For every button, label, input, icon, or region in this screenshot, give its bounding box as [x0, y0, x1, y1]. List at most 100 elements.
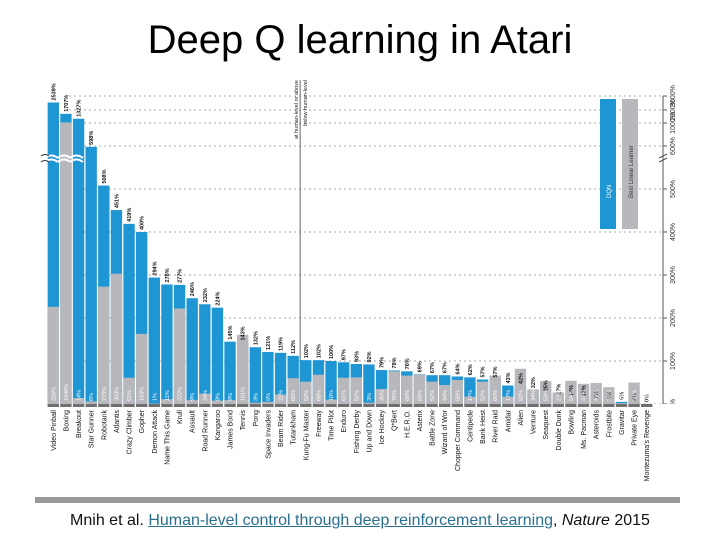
dqn-value-label: 143%: [241, 326, 247, 340]
bar-floor: [388, 404, 400, 407]
linear-value-label: 82%: [518, 390, 524, 401]
category-label: Seaquest: [543, 410, 550, 440]
bar-floor: [199, 404, 211, 407]
linear-bar: [274, 394, 287, 404]
bar-floor: [110, 404, 123, 407]
bar-floor: [502, 404, 514, 407]
bar-floor: [363, 404, 375, 407]
linear-bar: [527, 389, 539, 404]
bar-floor: [325, 404, 337, 407]
dqn-bar: [148, 277, 160, 404]
linear-value-label: 2%: [619, 393, 625, 401]
linear-value-label: 66%: [405, 390, 411, 401]
dqn-value-label: 278%: [165, 268, 171, 282]
bar-floor: [628, 404, 640, 407]
linear-value-label: 3%: [253, 393, 259, 401]
bar-floor: [540, 404, 552, 407]
linear-value-label: 273%: [102, 387, 108, 401]
dqn-bar: [464, 377, 476, 404]
category-label: Krull: [177, 410, 184, 424]
dqn-value-label: 598%: [89, 131, 95, 145]
bottom-strip: [35, 497, 680, 503]
dqn-bar: [136, 232, 148, 404]
bar-floor: [312, 404, 325, 407]
linear-bar: [312, 374, 325, 404]
linear-value-label: 1%: [152, 393, 158, 401]
bar-floor: [527, 404, 539, 407]
bar-floor: [249, 404, 261, 407]
category-label: Pong: [253, 410, 260, 426]
category-label: Boxing: [63, 410, 70, 432]
category-label: Breakout: [76, 410, 83, 438]
bar-floor: [98, 404, 110, 407]
category-label: Robotank: [101, 410, 108, 440]
linear-value-label: 34%: [531, 390, 537, 401]
linear-bar: [502, 396, 514, 404]
linear-bar: [211, 400, 224, 404]
linear-value-label: 8%: [215, 393, 221, 401]
linear-value-label: 76%: [392, 390, 398, 401]
threshold-label-above: at human-level or above: [294, 80, 300, 139]
linear-bar: [249, 402, 261, 404]
linear-value-label: 27%: [556, 390, 562, 401]
dqn-value-label: 145%: [228, 325, 234, 339]
linear-bar: [60, 122, 72, 404]
category-label: Private Eye: [632, 410, 639, 446]
bar-floor: [47, 404, 59, 407]
dqn-value-label: 400%: [140, 216, 146, 230]
bar-floor: [439, 404, 451, 407]
category-label: Kung-Fu Master: [303, 409, 310, 460]
bar-floor: [274, 404, 287, 407]
bar-break-mark: [44, 154, 59, 163]
category-label: Crazy Climber: [127, 409, 134, 454]
dqn-value-label: 6%: [607, 391, 613, 399]
bar-floor: [287, 404, 299, 407]
bar-floor: [123, 404, 135, 407]
linear-bar: [98, 286, 110, 404]
dqn-bar: [502, 385, 514, 404]
dqn-bar: [199, 304, 211, 404]
paper-link[interactable]: Human-level control through deep reinfor…: [148, 512, 553, 529]
value-axis-tick-label: 3000%: [670, 85, 677, 107]
dqn-value-label: 232%: [203, 288, 209, 302]
bar-floor: [464, 404, 476, 407]
linear-value-label: 68%: [417, 390, 423, 401]
category-label: Kangaroo: [215, 410, 222, 440]
category-label: Road Runner: [202, 409, 209, 451]
dqn-value-label: 13%: [582, 385, 588, 396]
linear-bar: [514, 368, 527, 404]
linear-bar: [577, 383, 590, 404]
dqn-value-label: 57%: [493, 366, 499, 377]
linear-value-label: 222%: [178, 387, 184, 401]
bar-floor: [262, 404, 274, 407]
linear-value-label: 10%: [329, 390, 335, 401]
dqn-value-label: 132%: [253, 331, 259, 345]
category-label: Ice Hockey: [379, 410, 386, 445]
dqn-value-label: 294%: [152, 261, 158, 275]
axis-break-mark: [658, 153, 668, 163]
category-label: Ms. Pacman: [581, 410, 588, 449]
dqn-bar: [249, 347, 261, 404]
dqn-value-label: 2%: [632, 393, 638, 401]
linear-value-label: 1046%: [64, 384, 70, 401]
legend-swatch-dqn: [600, 99, 616, 229]
linear-value-label: 303%: [114, 387, 120, 401]
category-label: Asteroids: [594, 410, 601, 440]
dqn-bar: [262, 351, 274, 404]
linear-value-label: 17%: [468, 390, 474, 401]
dqn-value-label: 78%: [392, 357, 398, 368]
bar-floor: [173, 404, 186, 407]
linear-bar: [199, 393, 211, 404]
citation: Mnih et al. Human-level control through …: [0, 512, 720, 530]
linear-value-label: 11%: [165, 390, 171, 401]
value-axis-tick-label: 2000%: [670, 99, 677, 121]
category-label: Gravitar: [619, 409, 626, 435]
linear-bar: [186, 400, 198, 404]
category-label: Tutankham: [291, 410, 298, 445]
bar-floor: [476, 404, 489, 407]
linear-bar: [300, 381, 312, 404]
legend-label-linear: Best Linear Learner: [629, 145, 635, 198]
linear-value-label: 62%: [354, 390, 360, 401]
linear-bar: [615, 403, 628, 404]
category-label: Asterix: [417, 410, 424, 432]
